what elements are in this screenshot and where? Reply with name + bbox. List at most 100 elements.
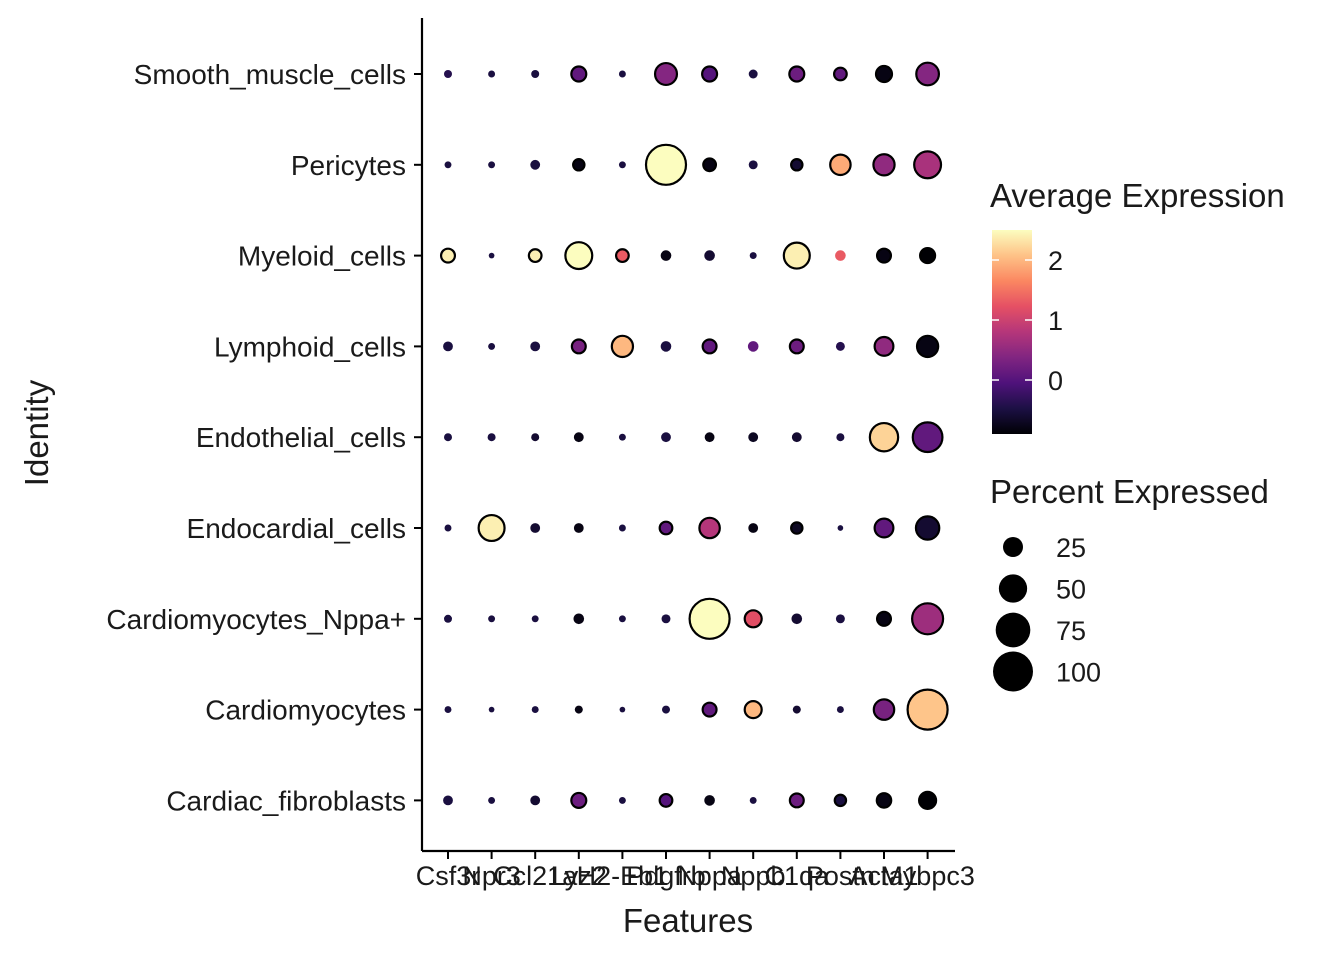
dot-point: [618, 796, 626, 804]
dot-point: [872, 153, 896, 177]
y-tick-label: Myeloid_cells: [238, 241, 406, 272]
dot-point: [835, 250, 846, 261]
x-tick-label: Lyz2: [551, 861, 607, 891]
dot-point: [527, 248, 543, 264]
dot-point: [618, 433, 626, 441]
dot-point: [610, 334, 635, 359]
y-tick-label: Cardiac_fibroblasts: [166, 785, 406, 816]
dot-point: [874, 64, 894, 84]
dot-point: [704, 250, 715, 261]
dot-point: [444, 706, 452, 714]
dot-point: [704, 795, 715, 806]
dot-point: [660, 341, 672, 352]
dot-point: [444, 70, 452, 78]
size-legend-dot: [993, 651, 1033, 692]
dot-point: [749, 796, 757, 804]
dot-point: [875, 610, 893, 627]
dot-point: [531, 706, 539, 714]
dot-point: [875, 792, 893, 809]
dot-point: [444, 161, 452, 169]
dot-point: [644, 143, 688, 186]
dot-point: [914, 515, 941, 541]
dot-point: [788, 65, 806, 83]
dot-point: [788, 792, 805, 809]
y-tick-label: Lymphoid_cells: [214, 331, 406, 362]
size-legend-title: Percent Expressed: [990, 473, 1269, 510]
x-tick-label: Ccl21a: [493, 861, 578, 891]
x-tick-label: Csf3r: [416, 861, 481, 891]
dot-point: [873, 517, 895, 539]
dot-point: [701, 65, 719, 83]
dot-point: [915, 61, 941, 87]
dot-point: [919, 247, 937, 265]
dot-point: [444, 433, 452, 442]
dot-point: [748, 69, 758, 79]
size-legend-dot: [998, 574, 1028, 603]
dot-point: [875, 247, 893, 264]
dot-point: [660, 250, 672, 261]
dot-point: [704, 432, 715, 443]
dot-point: [570, 65, 588, 83]
x-tick-label: Nppb: [721, 861, 786, 891]
dot-point: [749, 252, 757, 260]
size-legend-label: 100: [1056, 658, 1101, 688]
dot-point: [488, 161, 496, 169]
dot-point: [618, 161, 626, 169]
dot-point: [868, 421, 900, 453]
dot-point: [835, 614, 845, 624]
dot-point: [835, 341, 845, 351]
y-tick-label: Smooth_muscle_cells: [134, 59, 406, 90]
x-axis-title: Features: [623, 902, 753, 939]
dot-point: [443, 795, 453, 806]
dot-point: [618, 70, 626, 78]
dot-point: [790, 521, 804, 535]
dot-point: [488, 796, 496, 804]
y-axis-title: Identity: [18, 379, 55, 486]
dot-point: [530, 159, 541, 170]
dot-point: [661, 614, 671, 624]
dot-point: [564, 241, 594, 271]
dot-point: [614, 248, 630, 264]
y-tick-label: Cardiomyocytes: [205, 695, 406, 726]
color-legend-bar: [992, 230, 1032, 434]
dot-point: [570, 338, 587, 355]
x-tick-label: Pdgfrb: [626, 861, 706, 891]
x-tick-label: C1qa: [765, 861, 831, 891]
size-legend-label: 50: [1056, 575, 1086, 605]
colorbar-tick-label: 0: [1048, 366, 1063, 396]
dot-point: [829, 153, 852, 177]
dot-point: [788, 338, 805, 355]
plot-area: Smooth_muscle_cells Pericytes Myeloid_cell…: [106, 18, 1101, 891]
dot-point: [791, 432, 802, 443]
y-tick-label: Pericytes: [291, 150, 406, 181]
dot-point: [790, 158, 804, 172]
dot-point: [918, 790, 938, 810]
color-legend-title: Average Expression: [990, 177, 1285, 214]
dot-point: [748, 160, 758, 170]
x-tick-label: Npr3: [462, 861, 521, 891]
dot-point: [444, 524, 452, 532]
dot-point: [702, 157, 718, 173]
dot-point: [443, 341, 453, 352]
dot-point: [658, 520, 674, 536]
y-tick-label: Cardiomyocytes_Nppa+: [106, 604, 406, 635]
dot-point: [619, 706, 626, 713]
colorbar-tick-label: 1: [1048, 306, 1063, 336]
dot-point: [911, 421, 944, 454]
dot-point: [873, 335, 895, 357]
dot-point: [662, 705, 670, 714]
dot-point: [488, 342, 496, 350]
dot-point: [837, 525, 844, 531]
dot-point: [792, 705, 801, 714]
dot-point: [743, 700, 763, 720]
dot-point: [572, 158, 586, 172]
x-tick-label: Acta1: [849, 861, 918, 891]
dot-point: [688, 597, 731, 640]
dot-point: [743, 609, 763, 629]
dot-point: [488, 706, 495, 713]
dot-point: [530, 795, 541, 806]
dot-point: [833, 793, 848, 808]
dot-point: [477, 513, 506, 543]
